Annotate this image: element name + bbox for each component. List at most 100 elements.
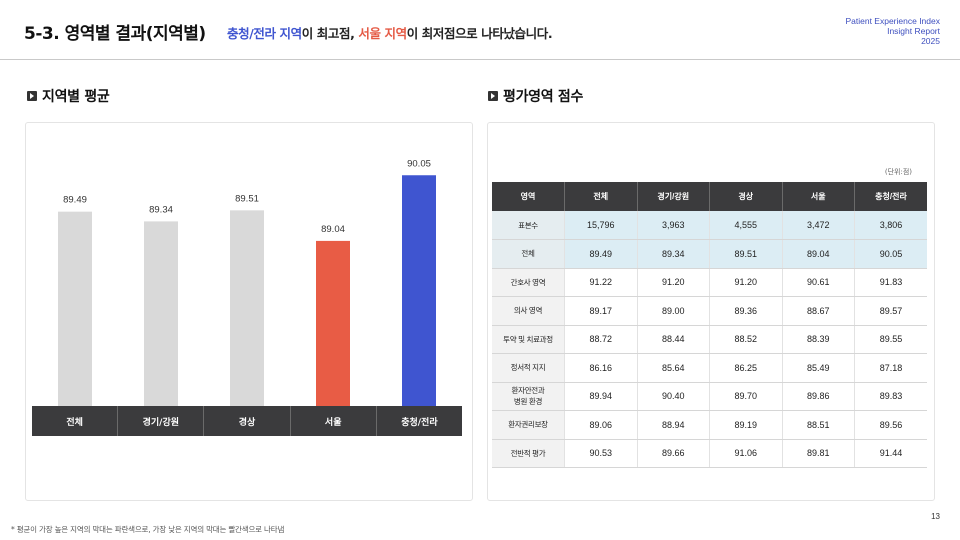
table-cell: 89.70 [709, 382, 783, 411]
table-row: 정서적 지지 86.16 85.64 86.25 85.49 87.18 [492, 353, 927, 383]
bar-value-label-1: 89.34 [149, 204, 173, 215]
table-cell: 90.40 [637, 382, 710, 411]
footnote: * 평균이 가장 높은 지역의 막대는 파란색으로, 가장 낮은 지역의 막대는… [11, 525, 285, 534]
table-header-cell: 영역 [492, 182, 565, 211]
table-cell: 88.44 [637, 325, 710, 354]
table-cell: 85.49 [782, 353, 855, 383]
table-row: 환자안전과 병원 환경 89.94 90.40 89.70 89.86 89.83 [492, 382, 927, 411]
table-cell: 87.18 [854, 353, 927, 383]
table-cell: 91.83 [854, 268, 927, 297]
table-cell: 3,806 [854, 211, 927, 240]
table-cell: 91.22 [564, 268, 638, 297]
bar-0 [58, 211, 92, 406]
table-cell: 89.94 [564, 382, 638, 411]
bar-value-label-0: 89.49 [63, 195, 87, 206]
table-row: 표본수 15,796 3,963 4,555 3,472 3,806 [492, 211, 927, 240]
table-cell: 89.19 [709, 410, 783, 440]
table-cell: 89.51 [709, 239, 783, 269]
bar-value-label-2: 89.51 [235, 193, 259, 204]
bar-3 [316, 240, 350, 406]
table-cell: 90.53 [564, 439, 638, 468]
row-label: 환자권리보장 [492, 410, 565, 440]
table-header-cell: 경상 [709, 182, 783, 211]
category-label-1: 경기/강원 [117, 406, 204, 436]
left-section-title-text: 지역별 평균 [42, 89, 110, 105]
table-cell: 88.51 [782, 410, 855, 440]
summary-text-1: 이 최고점, [301, 26, 359, 41]
page-header: 5-3. 영역별 결과(지역별) 충청/전라 지역이 최고점, 서울 지역이 최… [0, 0, 960, 60]
table-cell: 89.00 [637, 296, 710, 326]
row-label: 정서적 지지 [492, 353, 565, 383]
table-row: 전체 89.49 89.34 89.51 89.04 90.05 [492, 239, 927, 269]
table-header-row: 영역 전체 경기/강원 경상 서울 충청/전라 [492, 182, 927, 211]
left-section-title: 지역별 평균 [27, 86, 110, 106]
table-cell: 89.49 [564, 239, 638, 269]
table-cell: 89.06 [564, 410, 638, 440]
table-cell: 91.20 [637, 268, 710, 297]
summary-text-2: 이 최저점으로 나타났습니다. [406, 26, 553, 41]
summary-highlight-high: 충청/전라 지역 [227, 26, 302, 41]
table-cell: 89.36 [709, 296, 783, 326]
table-cell: 3,472 [782, 211, 855, 240]
bar-value-label-4: 90.05 [407, 158, 431, 169]
category-label-2: 경상 [203, 406, 290, 436]
table-cell: 86.16 [564, 353, 638, 383]
row-label: 의사 영역 [492, 296, 565, 326]
report-brand: Patient Experience Index Insight Report … [845, 16, 940, 46]
row-label: 투약 및 치료과정 [492, 325, 565, 354]
brand-year: 2025 [921, 36, 940, 46]
table-cell: 89.83 [854, 382, 927, 411]
table-cell: 89.66 [637, 439, 710, 468]
bar-4 [402, 175, 436, 406]
table-row: 간호사 영역 91.22 91.20 91.20 90.61 91.83 [492, 268, 927, 297]
table-cell: 91.06 [709, 439, 783, 468]
table-cell: 89.34 [637, 239, 710, 269]
page-title: 5-3. 영역별 결과(지역별) [24, 24, 206, 44]
table-cell: 85.64 [637, 353, 710, 383]
bar-1 [144, 221, 178, 406]
table-cell: 89.55 [854, 325, 927, 354]
table-header-cell: 경기/강원 [637, 182, 710, 211]
table-cell: 89.57 [854, 296, 927, 326]
page-summary: 충청/전라 지역이 최고점, 서울 지역이 최저점으로 나타났습니다. [227, 23, 553, 42]
bar-chart: 89.49 89.34 89.51 89.04 90.05 [58, 158, 436, 406]
table-row: 의사 영역 89.17 89.00 89.36 88.67 89.57 [492, 296, 927, 326]
page-number: 13 [931, 512, 940, 521]
table-cell: 86.25 [709, 353, 783, 383]
table-cell: 89.81 [782, 439, 855, 468]
table-row: 전반적 평가 90.53 89.66 91.06 89.81 91.44 [492, 439, 927, 468]
category-label-4: 충청/전라 [375, 406, 463, 436]
table-row: 투약 및 치료과정 88.72 88.44 88.52 88.39 89.55 [492, 325, 927, 354]
table-cell: 89.86 [782, 382, 855, 411]
row-label: 전체 [492, 239, 565, 269]
unit-label: (단위:점) [884, 168, 912, 176]
bar-value-label-3: 89.04 [321, 224, 345, 235]
section-arrow-icon [27, 91, 37, 101]
table-header-cell: 충청/전라 [854, 182, 927, 211]
table-cell: 90.61 [782, 268, 855, 297]
table-row: 환자권리보장 89.06 88.94 89.19 88.51 89.56 [492, 410, 927, 440]
bar-2 [230, 210, 264, 406]
row-label: 간호사 영역 [492, 268, 565, 297]
table-cell: 89.04 [782, 239, 855, 269]
bar-chart-panel: 89.49 89.34 89.51 89.04 90.05 전체 경기/강원 경상 서울 충청/… [25, 122, 473, 501]
category-label-3: 서울 [289, 406, 376, 436]
table-cell: 91.44 [854, 439, 927, 468]
table-header-cell: 서울 [782, 182, 855, 211]
table-cell: 15,796 [564, 211, 638, 240]
brand-line-1: Patient Experience Index [845, 16, 940, 26]
table-cell: 88.67 [782, 296, 855, 326]
table-header-cell: 전체 [564, 182, 638, 211]
table-cell: 4,555 [709, 211, 783, 240]
table-cell: 88.39 [782, 325, 855, 354]
category-label-0: 전체 [32, 406, 118, 436]
table-cell: 89.17 [564, 296, 638, 326]
table-cell: 88.52 [709, 325, 783, 354]
table-cell: 88.72 [564, 325, 638, 354]
table-cell: 89.56 [854, 410, 927, 440]
row-label: 환자안전과 병원 환경 [492, 382, 565, 411]
table-cell: 90.05 [854, 239, 927, 269]
right-section-title: 평가영역 점수 [488, 86, 583, 106]
section-arrow-icon [488, 91, 498, 101]
category-axis: 전체 경기/강원 경상 서울 충청/전라 [32, 406, 463, 436]
